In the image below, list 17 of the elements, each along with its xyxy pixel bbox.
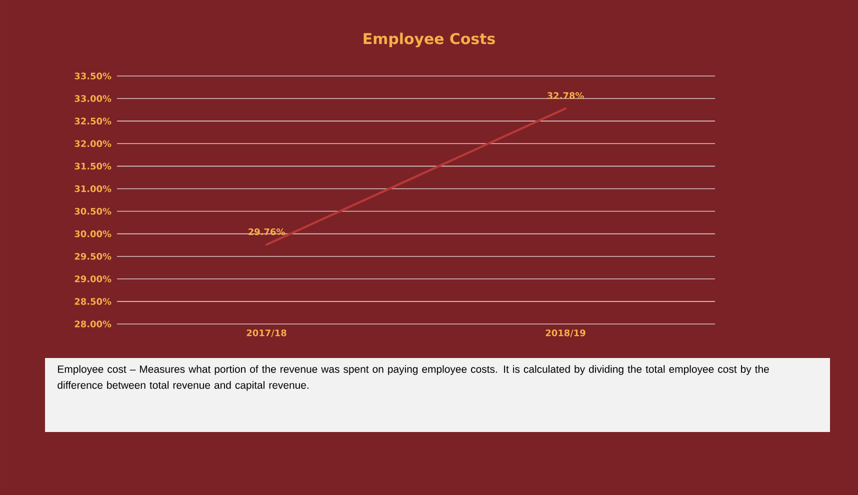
y-tick-label: 29.50% bbox=[74, 252, 112, 260]
chart-title: Employee Costs bbox=[364, 32, 495, 48]
y-tick-label: 31.50% bbox=[74, 162, 112, 170]
y-tick-label: 32.00% bbox=[74, 140, 112, 148]
y-tick-label: 32.50% bbox=[74, 118, 112, 124]
y-tick-label: 30.00% bbox=[74, 230, 112, 238]
x-tick-label: 2017/18 bbox=[246, 329, 286, 337]
y-tick-label: 33.00% bbox=[74, 95, 112, 102]
y-tick-label: 28.50% bbox=[74, 298, 112, 305]
y-tick-label: 28.00% bbox=[74, 320, 112, 328]
y-tick-label: 33.50% bbox=[74, 72, 112, 80]
y-tick-label: 30.50% bbox=[74, 208, 112, 215]
text: Employee cost – Measures what portion of the revenue was spent on paying employee costs. It is calculated by dividing the total employee cost by the difference between total revenue and capital revenue. bbox=[58, 365, 769, 391]
y-tick-label: 31.00% bbox=[74, 185, 112, 192]
x-tick-label: 2018/19 bbox=[546, 329, 586, 337]
data-label: 32.78% bbox=[547, 92, 584, 99]
y-tick-label: 29.00% bbox=[74, 276, 112, 282]
